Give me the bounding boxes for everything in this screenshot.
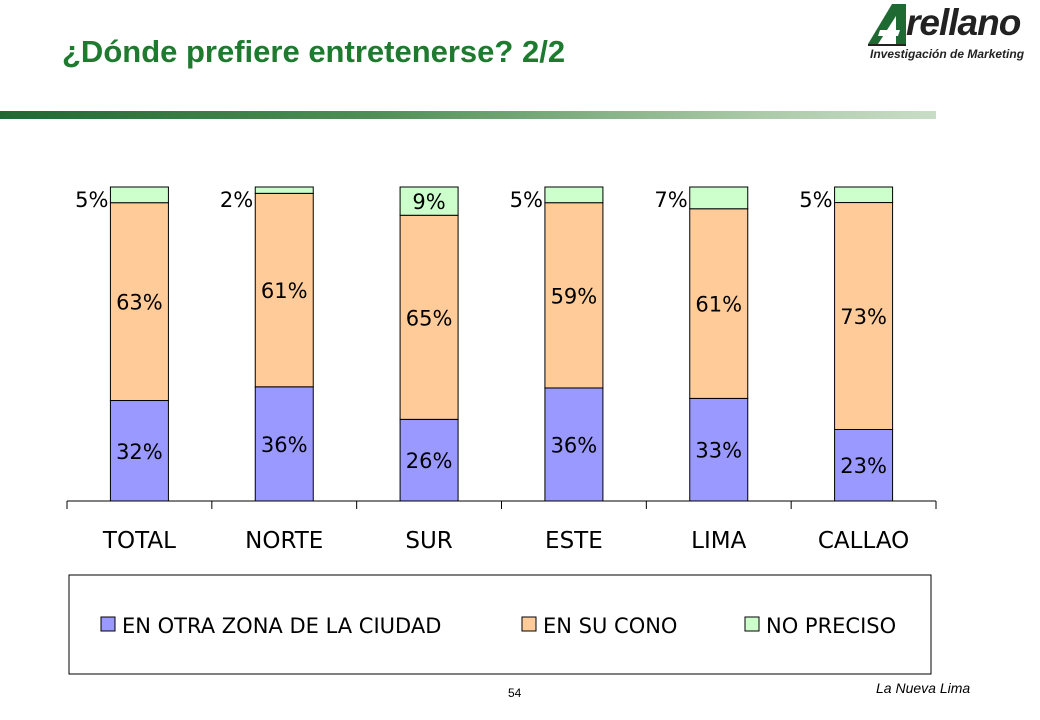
data-label: 73%	[840, 305, 887, 329]
legend-box	[68, 574, 932, 675]
data-label: 59%	[551, 284, 598, 308]
data-label: 36%	[261, 433, 308, 457]
legend-label: EN SU CONO	[543, 614, 677, 638]
data-label: 32%	[116, 440, 163, 464]
data-label: 7%	[654, 188, 687, 212]
bar-segment	[689, 186, 749, 210]
bar-segment	[254, 186, 314, 194]
data-label: 2%	[220, 188, 253, 212]
x-tick-label: SUR	[405, 528, 452, 554]
title-divider	[0, 111, 936, 119]
bar-segment	[254, 192, 314, 388]
bar-segment	[834, 186, 894, 204]
x-axis: TOTAL NORTE SUR ESTE LIMA CALLAO	[66, 500, 937, 554]
data-label: 36%	[551, 433, 598, 457]
legend-label: EN OTRA ZONA DE LA CIUDAD	[122, 614, 441, 638]
bar-segment	[544, 186, 604, 204]
data-label: 26%	[406, 449, 453, 473]
footer-caption: La Nueva Lima	[876, 680, 971, 696]
x-tick-label: NORTE	[245, 528, 323, 554]
bar-segment	[254, 386, 314, 502]
data-label: 61%	[695, 293, 742, 317]
bar-segment	[399, 186, 459, 216]
data-label: 33%	[695, 439, 742, 463]
data-label: 63%	[116, 291, 163, 315]
x-tick-label: LIMA	[691, 528, 746, 554]
data-label: 9%	[412, 190, 445, 214]
legend-label: NO PRECISO	[766, 614, 896, 638]
x-tick-label: ESTE	[545, 528, 603, 554]
page-title: ¿Dónde prefiere entretenerse? 2/2	[62, 34, 566, 69]
legend: EN OTRA ZONA DE LA CIUDAD EN SU CONO NO PR…	[68, 574, 932, 675]
legend-swatch	[521, 616, 537, 632]
bar-segment	[834, 428, 894, 502]
bar-segment	[399, 418, 459, 502]
legend-swatch	[100, 616, 116, 632]
legend-swatch	[744, 616, 760, 632]
data-label: 5%	[510, 188, 543, 212]
bar-segment	[399, 214, 459, 420]
bar-segment	[109, 400, 169, 502]
data-label: 23%	[840, 454, 887, 478]
data-label: 65%	[406, 306, 453, 330]
bar-segment	[689, 208, 749, 399]
logo-wordmark: rellano	[906, 2, 1021, 43]
plot-area: 32% 63% 5% 36% 61% 2% 26% 65% 9% 36% 59% 5% 33% 61% 7%…	[75, 186, 894, 502]
arellano-logo-mark	[868, 4, 906, 46]
bar-segment	[689, 397, 749, 502]
bar-segment	[544, 202, 604, 389]
bar-segment	[109, 186, 169, 204]
bar-segment	[109, 202, 169, 402]
data-label: 5%	[799, 188, 832, 212]
data-label: 61%	[261, 279, 308, 303]
x-tick-label: TOTAL	[102, 528, 176, 554]
bar-segment	[834, 202, 894, 430]
logo-subtitle: Investigación de Marketing	[870, 47, 1025, 61]
x-tick-label: CALLAO	[818, 528, 909, 554]
data-label: 5%	[75, 188, 108, 212]
page-number: 54	[508, 686, 522, 700]
